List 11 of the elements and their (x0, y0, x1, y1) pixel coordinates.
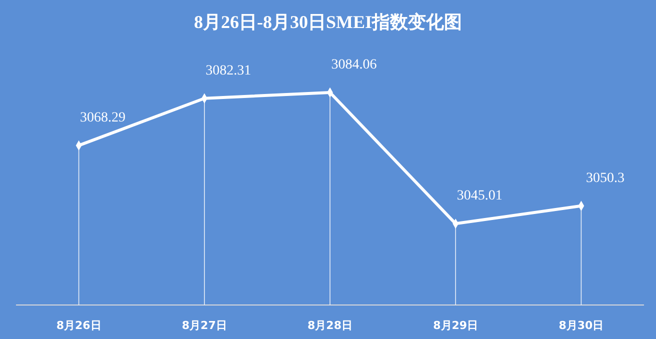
chart-title: 8月26日-8月30日SMEI指数变化图 (194, 12, 462, 32)
data-label: 3045.01 (456, 188, 502, 204)
x-tick-label: 8月28日 (308, 319, 352, 332)
x-tick-label: 8月27日 (182, 319, 227, 332)
data-label: 3068.29 (80, 110, 126, 126)
data-label: 3084.06 (331, 57, 377, 72)
x-tick-label: 8月30日 (558, 319, 604, 332)
data-label: 3050.3 (586, 170, 624, 186)
x-tick-label: 8月26日 (56, 319, 102, 332)
x-tick-label: 8月29日 (433, 319, 478, 332)
data-label: 3082.31 (206, 63, 252, 78)
